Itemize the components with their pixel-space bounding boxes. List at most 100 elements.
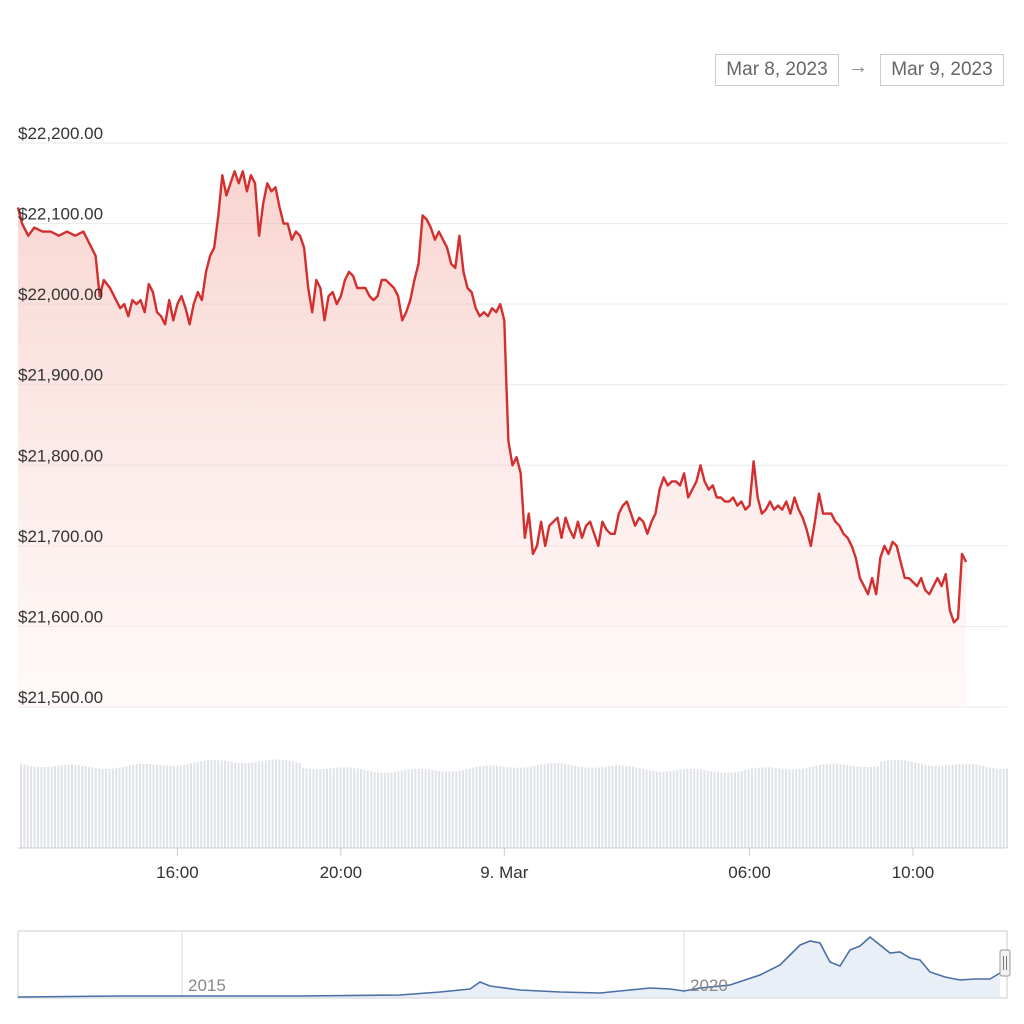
volume-bar <box>108 768 111 848</box>
volume-bar <box>203 760 206 848</box>
volume-bar <box>84 766 87 848</box>
volume-bar <box>941 765 944 848</box>
volume-bar <box>332 768 335 848</box>
price-series-line[interactable] <box>16 170 968 624</box>
volume-bar <box>492 765 495 848</box>
volume-bar <box>883 761 886 848</box>
volume-bar <box>788 769 791 848</box>
volume-bar <box>774 767 777 848</box>
volume-bar <box>836 763 838 848</box>
volume-bar <box>825 763 828 848</box>
x-tick-label: 16:00 <box>156 863 199 882</box>
volume-bar <box>700 769 702 848</box>
volume-bar <box>1002 768 1005 848</box>
volume-bar <box>105 768 107 848</box>
navigator[interactable]: 2015 2020 <box>17 930 1011 999</box>
volume-bar <box>581 767 583 848</box>
volume-bar <box>30 766 33 848</box>
volume-bar <box>193 762 196 848</box>
volume-bar <box>706 770 709 848</box>
volume-bars <box>20 759 1008 848</box>
volume-bar <box>686 769 689 848</box>
volume-bar <box>727 772 730 848</box>
volume-bar <box>519 767 522 848</box>
volume-bar <box>353 767 356 848</box>
volume-bar <box>411 769 413 848</box>
volume-bar <box>431 770 434 848</box>
y-tick-label: $21,800.00 <box>18 446 103 465</box>
y-axis-labels: $21,500.00 $21,600.00 $21,700.00 $21,800.00… <box>18 124 103 707</box>
x-tick-label: 10:00 <box>892 863 935 882</box>
volume-bar <box>822 764 825 848</box>
volume-bar <box>373 772 376 848</box>
volume-bar <box>757 767 760 848</box>
date-range-from-input[interactable]: Mar 8, 2023 <box>715 54 839 86</box>
volume-bar <box>472 767 475 848</box>
volume-bar <box>288 760 291 848</box>
volume-bar <box>781 768 784 848</box>
volume-bar <box>632 766 634 848</box>
volume-bar <box>468 768 471 848</box>
volume-bar <box>914 762 917 848</box>
volume-bar <box>795 769 798 848</box>
volume-bar <box>40 767 43 848</box>
volume-bar <box>343 767 345 848</box>
volume-bar <box>921 764 923 848</box>
volume-bar <box>407 769 410 848</box>
volume-bar <box>972 764 974 848</box>
volume-bar <box>540 764 543 848</box>
navigator-handle[interactable] <box>999 949 1011 977</box>
y-tick-label: $21,600.00 <box>18 607 103 626</box>
volume-bar <box>944 765 947 848</box>
volume-bar <box>438 771 441 848</box>
date-range-to-input[interactable]: Mar 9, 2023 <box>880 54 1004 86</box>
volume-bar <box>832 763 835 848</box>
volume-bar <box>659 771 662 848</box>
volume-bar <box>615 765 617 848</box>
volume-bar <box>254 762 257 848</box>
volume-bar <box>710 771 713 848</box>
navigator-tick-2015: 2015 <box>188 976 226 995</box>
volume-bar <box>948 765 951 848</box>
volume-bar <box>322 769 325 848</box>
volume-bar <box>60 765 63 848</box>
volume-bar <box>649 770 651 848</box>
volume-bar <box>377 772 379 848</box>
volume-bar <box>149 764 152 848</box>
volume-bar <box>258 761 260 848</box>
volume-bar <box>754 768 757 848</box>
volume-bar <box>451 771 454 848</box>
volume-bar <box>604 766 607 848</box>
volume-bar <box>768 767 770 848</box>
volume-bar <box>771 767 774 848</box>
volume-bar <box>156 764 158 848</box>
date-range-arrow: → <box>848 56 868 78</box>
volume-bar <box>57 765 60 848</box>
volume-bar <box>890 760 893 848</box>
volume-bar <box>26 765 29 848</box>
volume-bar <box>261 761 264 848</box>
volume-bar <box>747 769 750 848</box>
volume-bar <box>791 769 794 848</box>
volume-bar <box>751 768 753 848</box>
volume-bar <box>999 768 1002 848</box>
volume-bar <box>887 760 889 848</box>
volume-bar <box>139 763 141 848</box>
volume-bar <box>819 764 821 848</box>
volume-bar <box>900 760 903 848</box>
volume-bar <box>81 765 84 848</box>
volume-bar <box>268 760 271 848</box>
volume-bar <box>717 772 719 848</box>
volume-bar <box>88 766 90 848</box>
volume-bar <box>230 761 233 848</box>
volume-bar <box>978 765 981 848</box>
y-tick-label: $22,200.00 <box>18 124 103 143</box>
volume-bar <box>380 772 383 848</box>
volume-bar <box>737 771 740 848</box>
volume-bar <box>683 769 685 848</box>
volume-bar <box>713 771 716 848</box>
volume-bar <box>608 766 611 848</box>
volume-bar <box>863 767 866 848</box>
volume-bar <box>363 769 366 848</box>
